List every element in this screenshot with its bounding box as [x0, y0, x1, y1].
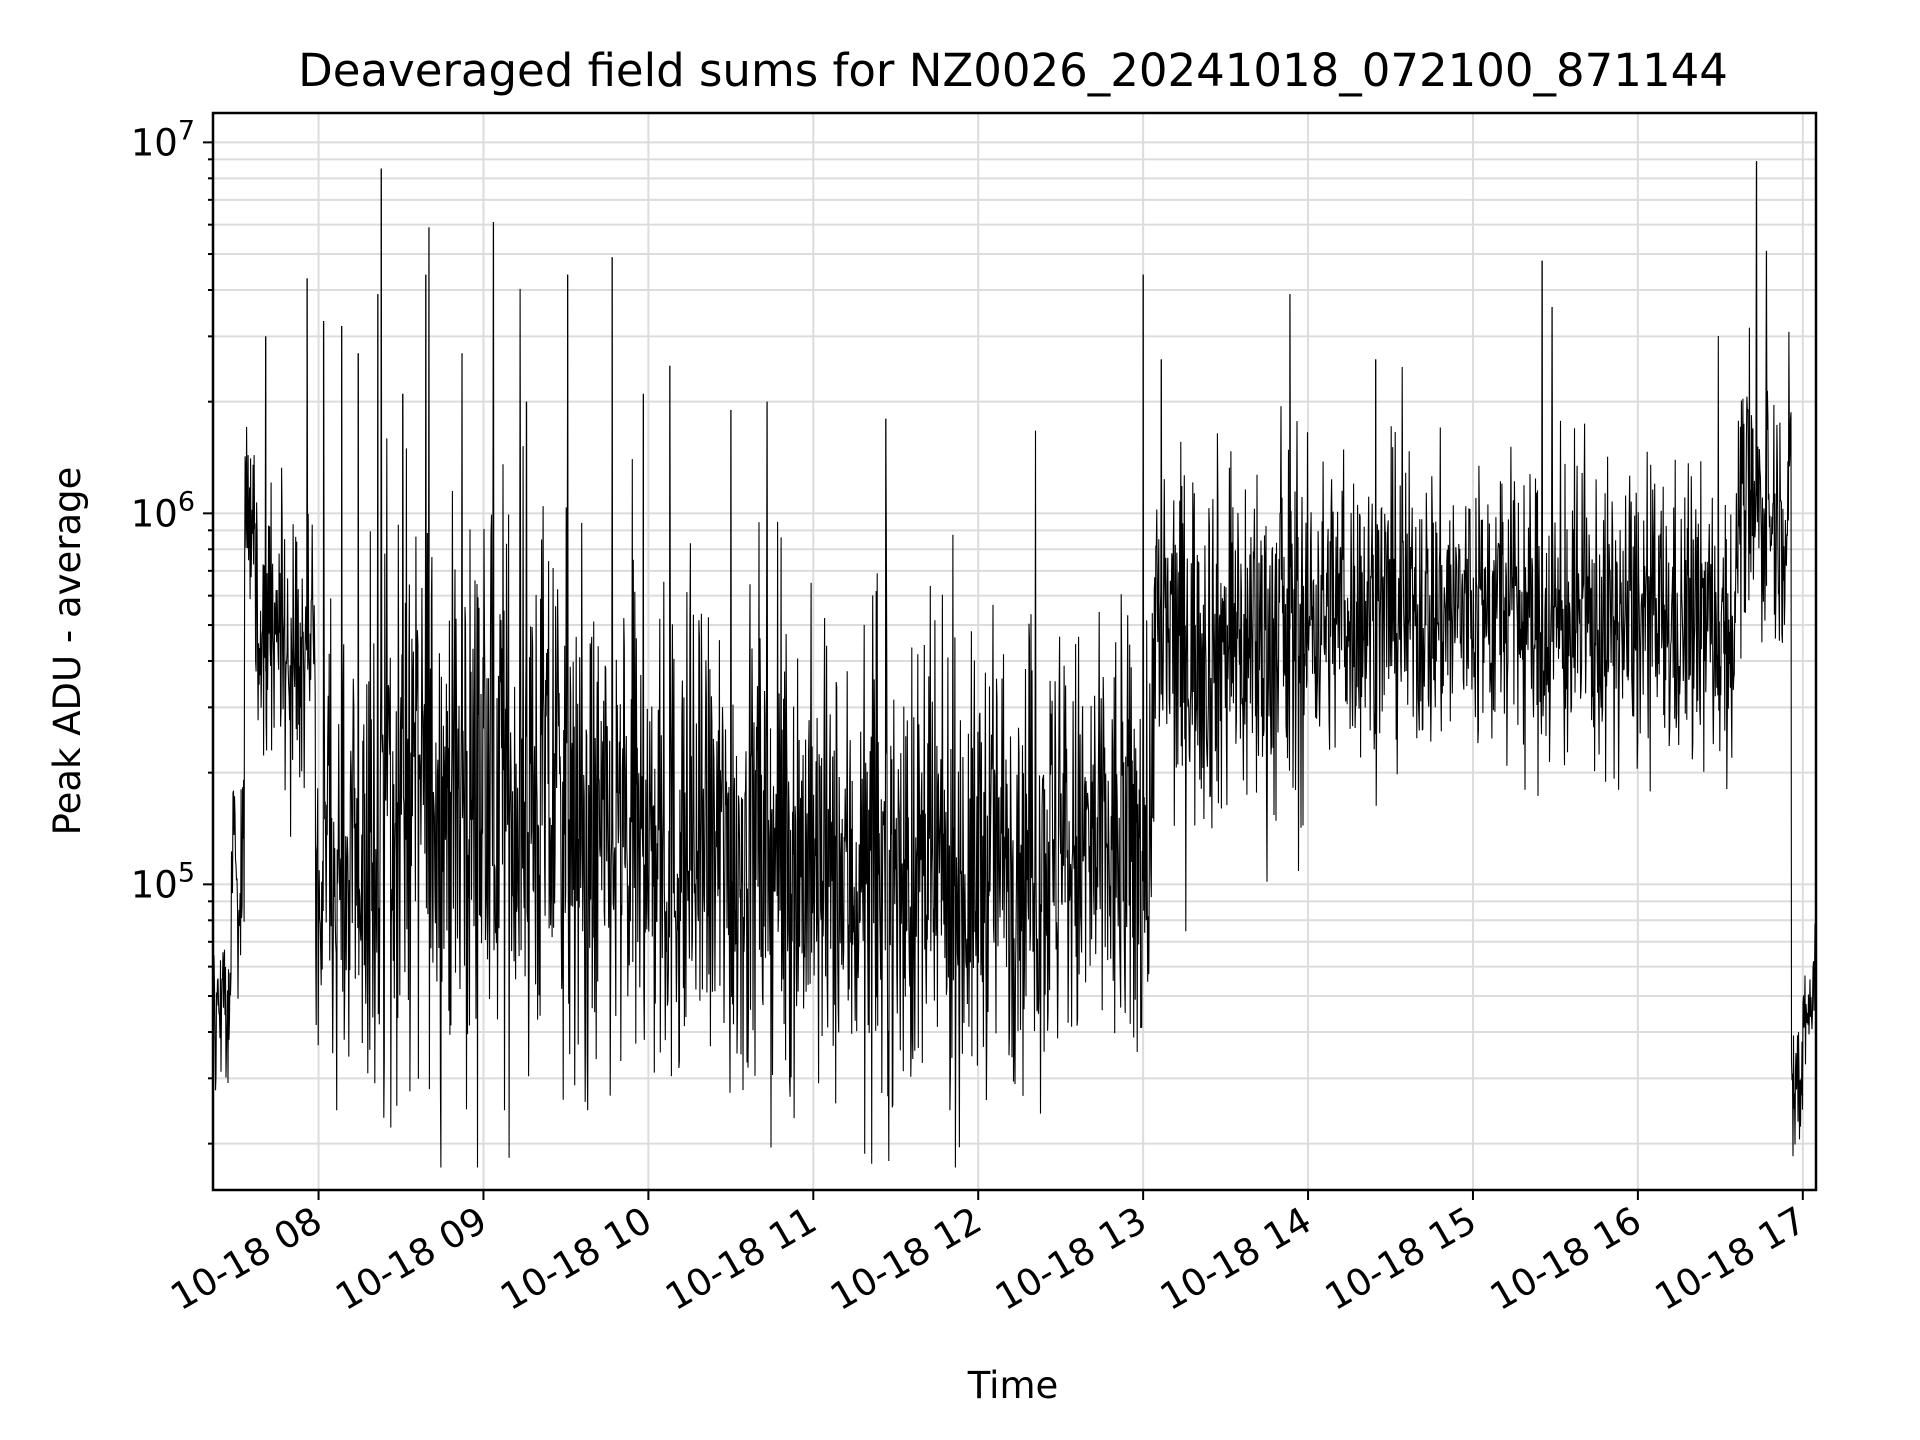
chart-title: Deaveraged field sums for NZ0026_2024101… [298, 44, 1728, 97]
series-line [212, 161, 1817, 1168]
y-tick-label: 106 [131, 486, 195, 535]
x-axis-label: Time [967, 1364, 1059, 1407]
plot-area-frame [211, 111, 1818, 1192]
y-tick-label: 105 [131, 857, 195, 906]
y-tick-label: 107 [131, 115, 195, 164]
y-axis-label: Peak ADU - average [46, 467, 89, 836]
series-layer [212, 161, 1817, 1168]
